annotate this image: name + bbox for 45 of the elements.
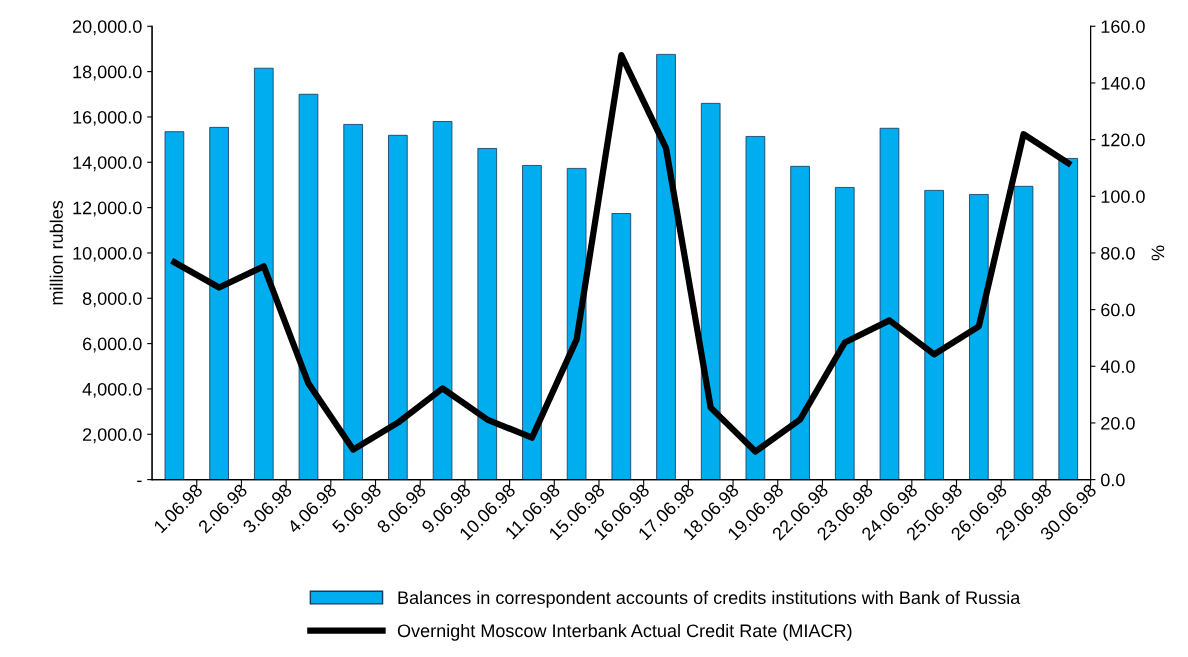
bar — [1058, 158, 1079, 480]
y2-tick-label: 120.0 — [1101, 133, 1145, 147]
y2-tick-label: 60.0 — [1101, 303, 1135, 317]
bar — [164, 131, 185, 480]
bar — [924, 189, 944, 480]
bar — [343, 124, 363, 480]
y-tick-label: - — [137, 480, 142, 483]
bar — [388, 134, 408, 480]
y-tick-label: 20,000.0 — [72, 20, 142, 36]
bar — [432, 121, 453, 480]
y2-tick-label: 160.0 — [1101, 20, 1145, 33]
y2-tick-label: 80.0 — [1101, 246, 1135, 260]
y-tick-label: 6,000.0 — [83, 337, 142, 353]
y2-tick-label: 20.0 — [1101, 416, 1135, 430]
y2-tick-label: 40.0 — [1100, 360, 1135, 373]
bar — [656, 53, 676, 480]
bar — [790, 165, 810, 480]
legend-label: Overnight Moscow Interbank Actual Credit Rate (MIACR) — [397, 623, 852, 641]
bar — [969, 194, 989, 480]
y-tick-label: 2,000.0 — [83, 428, 142, 444]
legend-label: Balances in correspondent accounts of credits institutions with Bank of Russia — [398, 590, 1021, 608]
bar — [566, 167, 587, 480]
y2-tick-label: 0.0 — [1101, 473, 1125, 487]
bar — [477, 148, 498, 480]
y-tick-label: 8,000.0 — [82, 292, 142, 308]
bar — [834, 187, 855, 480]
y-axis-title: million rubles — [49, 200, 63, 305]
bar — [298, 93, 319, 480]
bar — [879, 127, 900, 480]
bar — [700, 102, 721, 480]
bar — [522, 165, 542, 480]
y2-axis-title: % — [1151, 245, 1165, 261]
y-tick-label: 16,000.0 — [73, 110, 142, 126]
y-tick-label: 4,000.0 — [82, 382, 142, 398]
bar — [253, 67, 274, 480]
y-tick-label: 18,000.0 — [73, 65, 142, 81]
y2-tick-label: 140.0 — [1101, 76, 1145, 90]
bar — [209, 126, 229, 480]
bar — [745, 136, 766, 480]
bar — [611, 213, 632, 480]
y2-tick-label: 100.0 — [1101, 190, 1145, 203]
bar — [1013, 185, 1034, 480]
y-tick-label: 14,000.0 — [73, 156, 142, 172]
y-tick-label: 10,000.0 — [73, 246, 142, 262]
y-tick-label: 12,000.0 — [73, 201, 142, 217]
